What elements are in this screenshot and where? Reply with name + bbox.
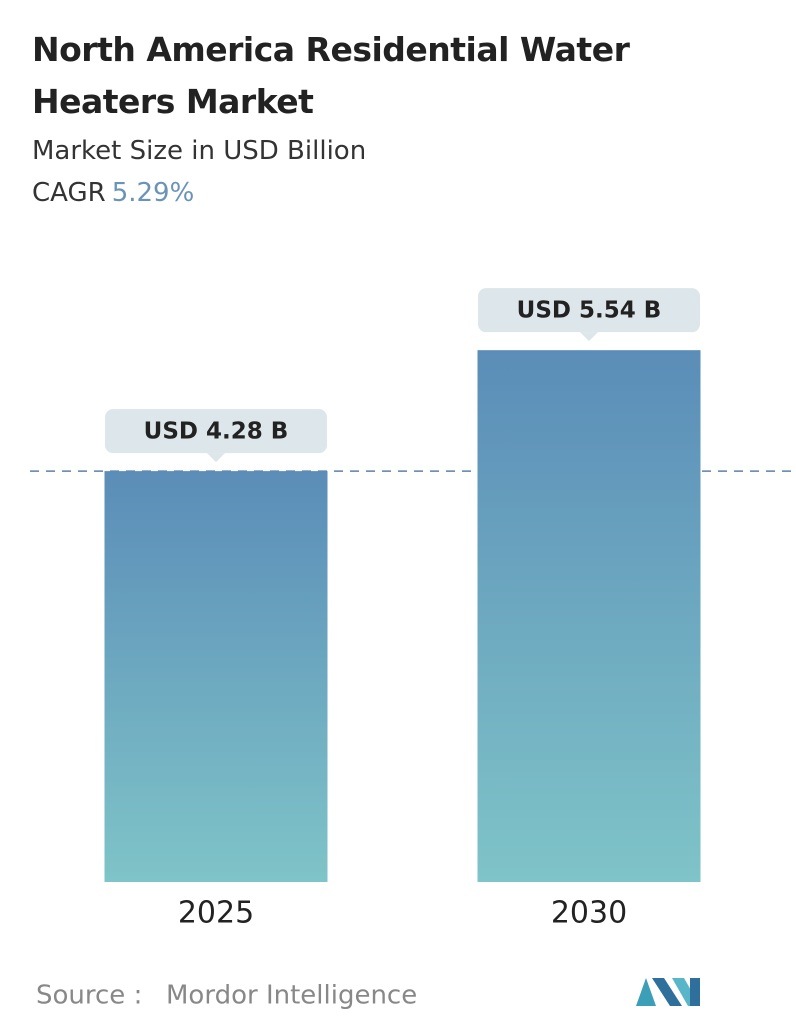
value-label: USD 5.54 B (517, 298, 662, 324)
source-label: Source : (36, 981, 142, 1011)
value-label-box (105, 409, 327, 454)
plot-area: USD 4.28 B 2025 USD 5.54 B 2030 (30, 288, 796, 931)
source: Mordor Intelligence (166, 981, 417, 1011)
value-label-pointer (207, 453, 225, 463)
x-tick-label: 2025 (178, 896, 254, 931)
bar (477, 350, 701, 882)
header: North America Residential Water Heaters … (32, 24, 732, 208)
value-label-pointer (580, 332, 598, 342)
value-label-box (478, 288, 700, 333)
chart-subtitle: Market Size in USD Billion (32, 136, 367, 166)
value-label: USD 4.28 B (144, 419, 289, 445)
x-tick-label: 2030 (551, 896, 627, 931)
cagr-value: 5.29% (111, 178, 195, 208)
chart-title: North America Residential Water Heaters … (32, 30, 630, 121)
cagr-label: CAGR (32, 178, 106, 208)
bar (104, 471, 328, 882)
cagr: CAGR 5.29% (32, 178, 732, 208)
logo (636, 978, 700, 1006)
